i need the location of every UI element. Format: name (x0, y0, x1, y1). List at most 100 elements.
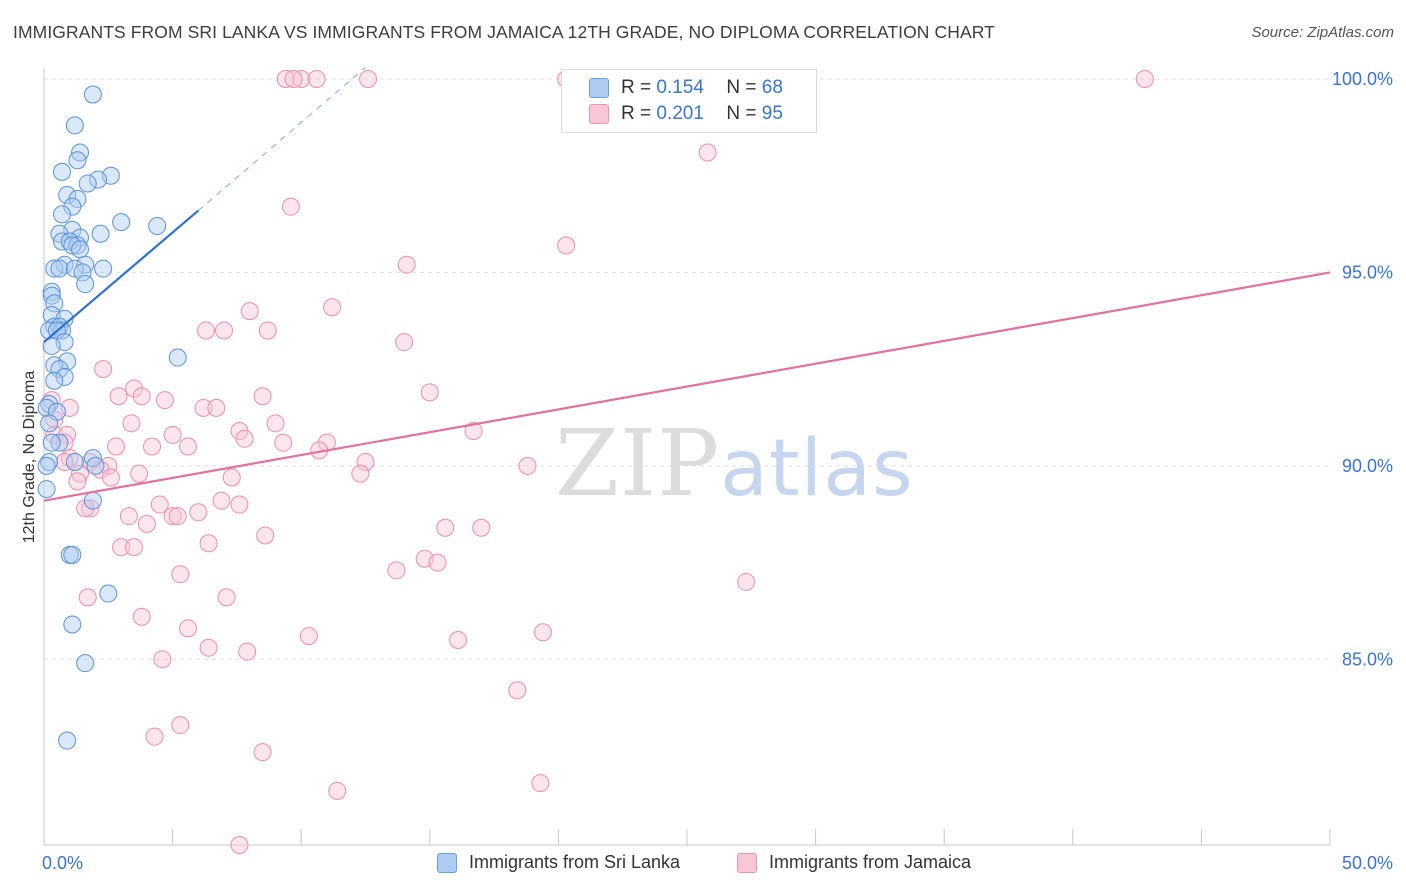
x-tick-label: 0.0% (42, 853, 83, 873)
data-point-jamaica (197, 321, 216, 340)
data-point-jamaica (153, 650, 172, 669)
data-point-jamaica (194, 398, 213, 417)
data-point-sri-lanka (99, 584, 118, 603)
data-point-jamaica (78, 588, 97, 607)
y-tick-label: 95.0% (1342, 262, 1393, 282)
legend-n-label: N = (726, 77, 757, 98)
data-point-jamaica (212, 491, 231, 510)
data-point-jamaica (125, 379, 144, 398)
data-point-jamaica (130, 464, 149, 483)
data-point-sri-lanka (55, 367, 74, 386)
data-point-jamaica (359, 70, 378, 88)
data-point-jamaica (428, 553, 447, 572)
legend-row-jamaica: R = 0.201 N = 95 (562, 101, 783, 127)
data-point-sri-lanka (45, 294, 64, 313)
data-point-jamaica (253, 387, 272, 406)
data-point-jamaica (533, 623, 552, 642)
data-point-jamaica (307, 70, 326, 88)
data-point-jamaica (179, 619, 198, 638)
data-point-jamaica (266, 414, 285, 433)
data-point-sri-lanka (37, 398, 56, 417)
data-point-sri-lanka (91, 224, 110, 243)
data-point-jamaica (171, 716, 190, 735)
data-point-sri-lanka (37, 480, 56, 499)
trendline-sri-lanka-extension (197, 67, 366, 211)
data-point-jamaica (276, 70, 295, 88)
data-point-jamaica (284, 70, 303, 88)
data-point-jamaica (531, 774, 550, 793)
data-point-jamaica (132, 387, 151, 406)
data-point-jamaica (351, 464, 370, 483)
legend-label-sri-lanka: Immigrants from Sri Lanka (469, 852, 681, 872)
data-point-jamaica (107, 437, 126, 456)
data-point-sri-lanka (42, 282, 61, 301)
data-point-jamaica (518, 456, 537, 475)
data-point-sri-lanka (86, 456, 105, 475)
data-point-sri-lanka (83, 85, 102, 104)
legend-swatch-blue (437, 852, 457, 873)
data-point-jamaica (253, 743, 272, 762)
legend-row-sri-lanka: R = 0.154 N = 68 (562, 75, 783, 101)
legend-r-label: R = (621, 103, 652, 124)
data-point-jamaica (397, 255, 416, 274)
watermark-atlas: atlas (720, 424, 914, 514)
data-point-jamaica (163, 425, 182, 444)
data-point-jamaica (238, 642, 257, 661)
data-point-sri-lanka (73, 263, 92, 282)
data-point-jamaica (179, 437, 198, 456)
data-point-jamaica (698, 143, 717, 162)
data-point-sri-lanka (68, 151, 87, 170)
data-point-sri-lanka (58, 186, 77, 205)
data-point-sri-lanka (78, 174, 97, 193)
legend-n-value: 68 (761, 77, 783, 98)
data-point-jamaica (356, 453, 375, 471)
data-point-sri-lanka (50, 433, 69, 452)
data-point-sri-lanka (76, 654, 95, 673)
data-point-jamaica (292, 70, 311, 88)
data-point-jamaica (215, 321, 234, 340)
data-point-jamaica (76, 499, 95, 518)
data-point-jamaica (163, 507, 182, 526)
data-point-sri-lanka (89, 170, 108, 189)
data-point-jamaica (94, 360, 113, 379)
data-point-jamaica (240, 302, 259, 321)
data-point-jamaica (68, 472, 87, 491)
data-point-sri-lanka (45, 371, 64, 390)
data-point-jamaica (328, 781, 347, 800)
trendline-jamaica (43, 271, 1331, 502)
data-point-jamaica (132, 607, 151, 626)
data-point-jamaica (420, 383, 439, 402)
data-point-sri-lanka (42, 433, 61, 452)
data-point-jamaica (207, 398, 226, 417)
correlation-legend: R = 0.154 N = 68 R = 0.201 N = 95 (561, 69, 817, 133)
legend-n-value: 95 (761, 103, 783, 124)
data-point-sri-lanka (50, 259, 69, 278)
legend-item-sri-lanka[interactable]: Immigrants from Sri Lanka (437, 852, 680, 873)
data-point-sri-lanka (63, 197, 82, 216)
data-point-sri-lanka (112, 213, 131, 232)
data-point-sri-lanka (58, 731, 77, 750)
data-point-jamaica (222, 468, 241, 487)
data-point-jamaica (256, 526, 275, 545)
legend-r-label: R = (621, 77, 652, 98)
y-tick-label: 100.0% (1332, 69, 1393, 89)
data-point-jamaica (557, 236, 576, 255)
data-point-jamaica (122, 414, 141, 433)
source-label: Source: ZipAtlas.com (1251, 24, 1394, 41)
data-point-jamaica (281, 197, 300, 216)
data-point-sri-lanka (53, 232, 72, 251)
data-point-sri-lanka (71, 240, 90, 259)
data-point-sri-lanka (53, 321, 72, 340)
data-point-jamaica (143, 437, 162, 456)
data-point-sri-lanka (148, 217, 167, 236)
data-point-jamaica (387, 561, 406, 580)
data-point-sri-lanka (83, 491, 102, 510)
legend-item-jamaica[interactable]: Immigrants from Jamaica (737, 852, 971, 873)
data-point-jamaica (395, 333, 414, 352)
data-point-jamaica (472, 518, 491, 537)
chart-title: IMMIGRANTS FROM SRI LANKA VS IMMIGRANTS … (13, 22, 995, 42)
data-point-sri-lanka (37, 456, 56, 475)
x-tick-label: 50.0% (1342, 853, 1393, 873)
data-point-jamaica (155, 391, 174, 410)
